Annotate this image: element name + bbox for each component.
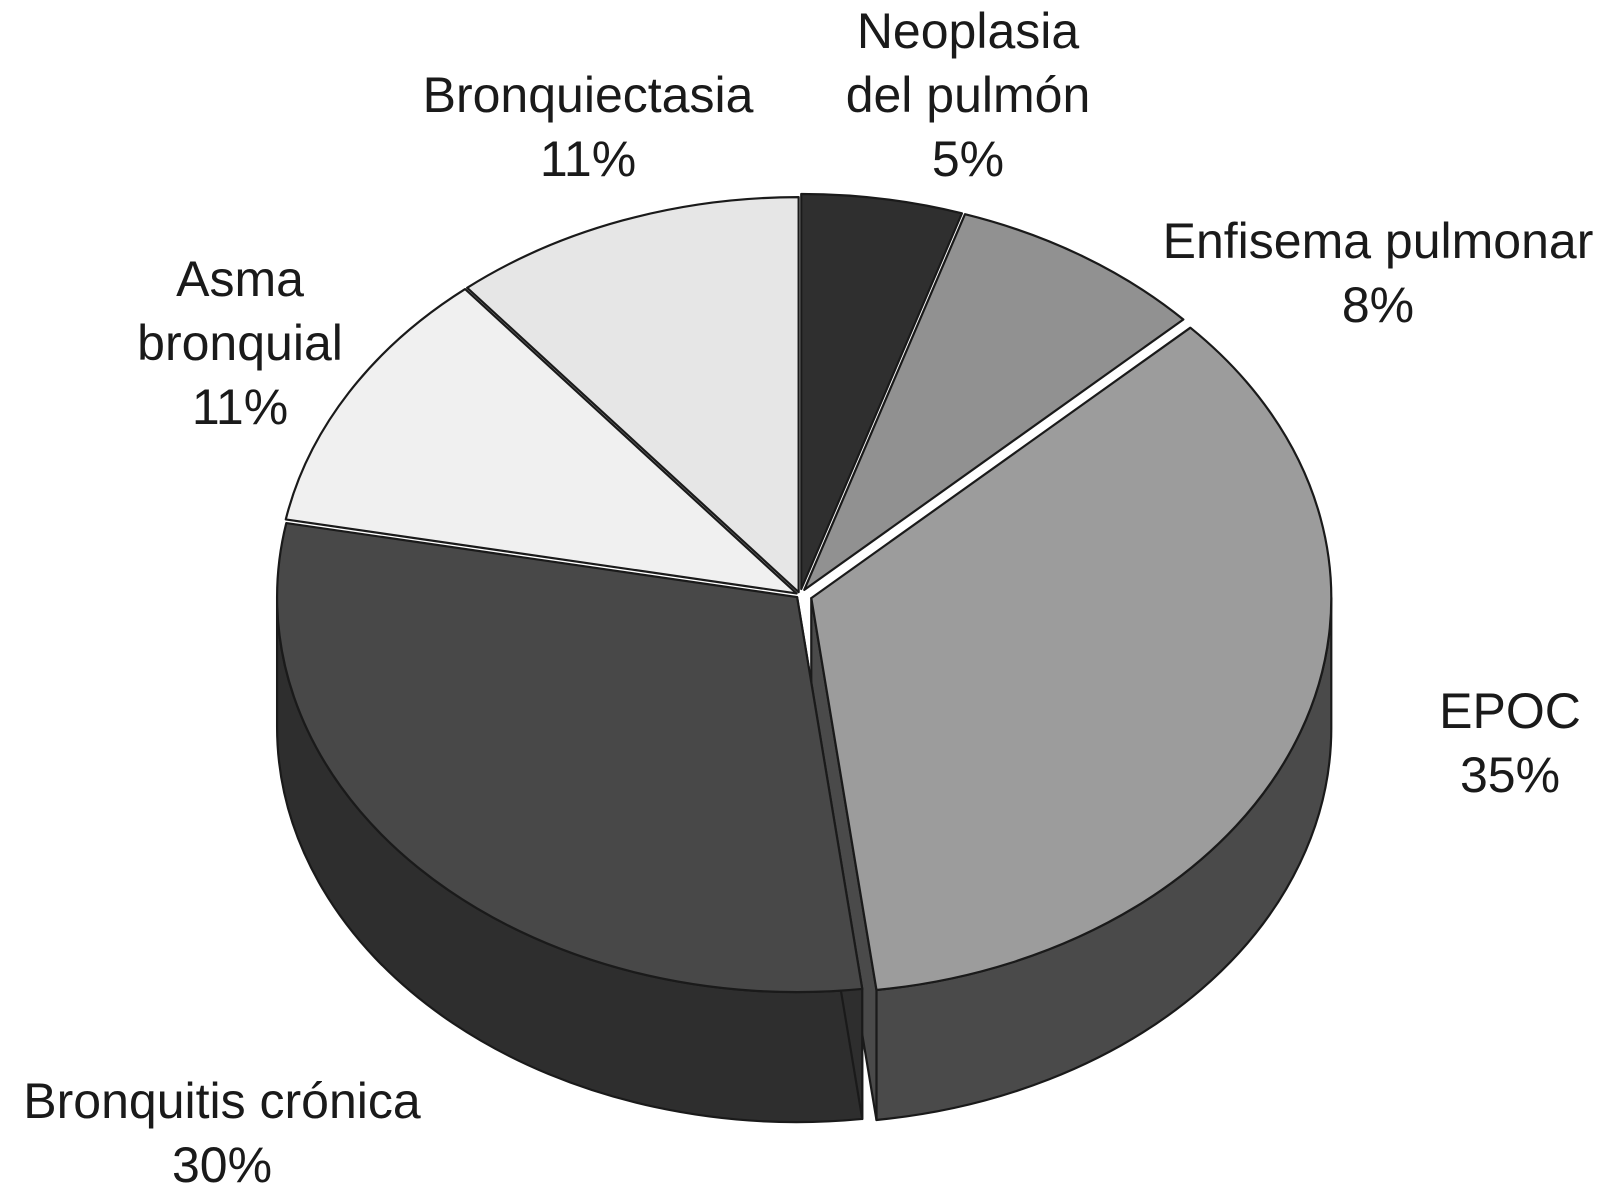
pie-label-5: Bronquiectasia 11% <box>423 67 754 187</box>
pie-label-line-0-0: Neoplasia <box>857 3 1080 59</box>
pie-percent-2: 35% <box>1460 747 1560 803</box>
pie-percent-4: 11% <box>192 379 288 435</box>
pie-label-line-0-1: del pulmón <box>846 67 1091 123</box>
pie-label-2: EPOC 35% <box>1439 683 1581 803</box>
pie-labels: Neoplasia del pulmón 5% Enfisema pulmonar 8%… <box>23 3 1593 1193</box>
pie-percent-1: 8% <box>1342 277 1414 333</box>
pie-slice-4 <box>284 288 798 595</box>
pie-slice-0 <box>800 192 964 591</box>
pie-label-line-2-0: EPOC <box>1439 683 1581 739</box>
pie-label-0: Neoplasia del pulmón 5% <box>846 3 1091 187</box>
pie-label-3: Bronquitis crónica 30% <box>23 1073 421 1193</box>
pie-label-line-1-0: Enfisema pulmonar <box>1163 213 1594 269</box>
pie-label-line-4-1: bronquial <box>137 315 343 371</box>
pie-label-1: Enfisema pulmonar 8% <box>1163 213 1594 333</box>
pie-tops <box>275 192 1333 994</box>
pie-slice-3 <box>275 521 864 994</box>
pie-label-line-3-0: Bronquitis crónica <box>23 1073 421 1129</box>
pie-label-line-4-0: Asma <box>176 251 304 307</box>
pie-label-4: Asma bronquial 11% <box>137 251 343 435</box>
pie-label-line-5-0: Bronquiectasia <box>423 67 754 123</box>
pie-slice-5 <box>466 196 800 594</box>
pie-slice-2 <box>810 326 1333 992</box>
pie-percent-3: 30% <box>172 1137 272 1193</box>
pie-percent-5: 11% <box>540 131 636 187</box>
pie-percent-0: 5% <box>932 131 1004 187</box>
pie-slice-1 <box>803 213 1185 591</box>
